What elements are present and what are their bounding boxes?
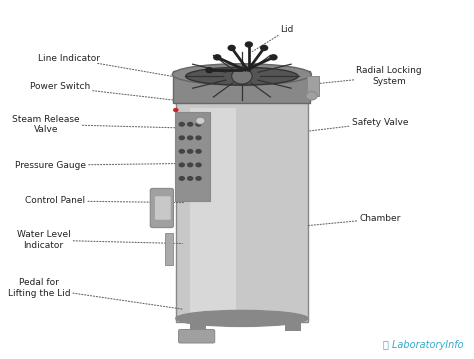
Text: Power Switch: Power Switch xyxy=(30,82,180,101)
Ellipse shape xyxy=(173,64,311,85)
Text: Line Indicator: Line Indicator xyxy=(38,54,189,79)
Text: Lid: Lid xyxy=(252,25,294,52)
Circle shape xyxy=(187,135,193,140)
Text: Ⓛ LaboratoryInfo: Ⓛ LaboratoryInfo xyxy=(383,340,464,350)
Circle shape xyxy=(195,162,202,167)
FancyBboxPatch shape xyxy=(176,101,308,322)
Circle shape xyxy=(179,176,185,181)
Circle shape xyxy=(187,162,193,167)
Circle shape xyxy=(187,122,193,127)
Text: Water Level
Indicator: Water Level Indicator xyxy=(17,230,182,250)
Circle shape xyxy=(306,92,317,100)
Circle shape xyxy=(245,41,253,48)
Text: Steam Release
Valve: Steam Release Valve xyxy=(12,115,175,134)
Circle shape xyxy=(260,45,268,51)
Circle shape xyxy=(173,108,179,112)
FancyBboxPatch shape xyxy=(155,196,171,220)
FancyBboxPatch shape xyxy=(150,188,173,228)
Circle shape xyxy=(187,149,193,154)
FancyBboxPatch shape xyxy=(285,320,301,331)
FancyBboxPatch shape xyxy=(165,233,173,265)
Circle shape xyxy=(195,176,202,181)
Text: Safety Valve: Safety Valve xyxy=(309,118,408,131)
Circle shape xyxy=(205,67,214,73)
Circle shape xyxy=(232,68,252,84)
Circle shape xyxy=(196,117,205,124)
Circle shape xyxy=(179,122,185,127)
Circle shape xyxy=(179,162,185,167)
Circle shape xyxy=(179,149,185,154)
Circle shape xyxy=(228,45,236,51)
Text: Pressure Gauge: Pressure Gauge xyxy=(15,161,182,170)
Text: Chamber: Chamber xyxy=(309,214,401,225)
Circle shape xyxy=(269,54,278,61)
Circle shape xyxy=(195,135,202,140)
FancyBboxPatch shape xyxy=(190,320,206,331)
Text: Control Panel: Control Panel xyxy=(25,196,184,205)
Circle shape xyxy=(195,122,202,127)
FancyBboxPatch shape xyxy=(175,112,210,201)
Text: Pedal for
Lifting the Lid: Pedal for Lifting the Lid xyxy=(8,279,182,309)
FancyBboxPatch shape xyxy=(302,101,308,322)
Circle shape xyxy=(213,54,221,61)
FancyBboxPatch shape xyxy=(190,108,236,315)
Circle shape xyxy=(179,135,185,140)
Ellipse shape xyxy=(186,67,298,85)
Text: Radial Locking
System: Radial Locking System xyxy=(306,66,422,86)
FancyBboxPatch shape xyxy=(179,330,215,343)
FancyBboxPatch shape xyxy=(307,76,319,96)
FancyBboxPatch shape xyxy=(173,71,310,103)
Circle shape xyxy=(187,176,193,181)
Circle shape xyxy=(195,149,202,154)
Ellipse shape xyxy=(176,311,308,326)
